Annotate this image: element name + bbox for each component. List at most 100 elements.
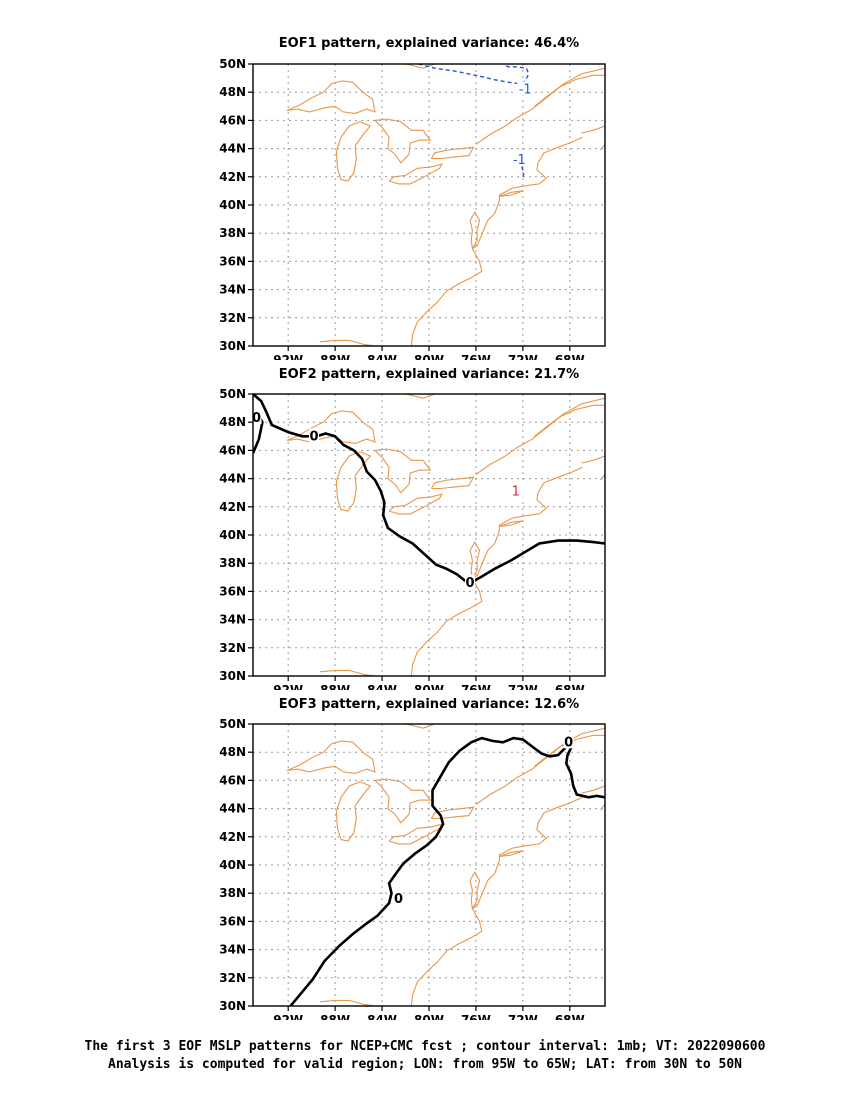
lat-tick-label: 38N [219, 886, 246, 900]
contour-label: -1 [513, 153, 526, 168]
lat-tick-label: 30N [219, 339, 246, 353]
lon-tick-label: 84W [367, 1013, 397, 1020]
coastline [599, 144, 605, 151]
lat-tick-label: 44N [219, 472, 246, 486]
eof2-panel: EOF2 pattern, explained variance: 21.7% … [0, 330, 850, 690]
coastline [405, 724, 436, 729]
coastline [499, 850, 524, 858]
contour-label: 0 [252, 411, 261, 426]
lat-tick-label: 48N [219, 415, 246, 429]
coastline [534, 397, 605, 437]
lat-tick-label: 38N [219, 226, 246, 240]
eof1-map: -1 -1 50N 48N 46N 44N 42N 40N 38N 36N 34N 32N 30N 92W… [219, 57, 606, 360]
lat-tick-label: 42N [219, 830, 246, 844]
coastline [319, 669, 377, 676]
lat-tick-label: 50N [219, 387, 246, 401]
lon-tick-label: 88W [320, 1013, 350, 1020]
contour-layer [289, 735, 605, 1006]
coastline [581, 125, 605, 134]
lon-tick-label: 76W [461, 1013, 491, 1020]
lat-tick-label: 42N [219, 500, 246, 514]
lon-tick-label: 72W [508, 353, 538, 360]
lon-tick-label: 76W [461, 353, 491, 360]
lat-tick-label: 34N [219, 613, 246, 627]
coastline [430, 146, 475, 160]
coastline [469, 540, 481, 579]
coastline [469, 870, 481, 909]
coastline [599, 804, 605, 811]
lat-tick-label: 42N [219, 170, 246, 184]
lon-tick-label: 92W [273, 353, 303, 360]
eof2-title: EOF2 pattern, explained variance: 21.7% [278, 367, 580, 382]
lat-tick-label: 50N [219, 717, 246, 731]
lat-tick-label: 32N [219, 971, 246, 985]
lat-tick-label: 36N [219, 254, 246, 268]
figure-caption: The first 3 EOF MSLP patterns for NCEP+C… [0, 1038, 850, 1074]
eof2-map: 0 0 0 1 50N 48N 46N 44N 42N 40N 38N 36N 34N 32N 30N 92W… [219, 387, 606, 690]
eof3-map: 0 0 50N 48N 46N 44N 42N 40N 38N 36N 34N 32N 30N 92W 88… [219, 717, 606, 1020]
lat-tick-label: 32N [219, 311, 246, 325]
eof1-title: EOF1 pattern, explained variance: 46.4% [278, 36, 580, 51]
lon-tick-label: 68W [555, 683, 585, 690]
lat-tick-label: 36N [219, 914, 246, 928]
zero-contour [289, 735, 605, 1006]
coastline [475, 74, 605, 145]
lon-tick-label: 68W [555, 353, 585, 360]
coastline [499, 190, 524, 198]
lat-tick-label: 30N [219, 999, 246, 1013]
coastline [374, 448, 432, 494]
coastline [335, 781, 372, 842]
lat-tick-label: 30N [219, 669, 246, 683]
coastline [286, 410, 376, 444]
lon-tick-label: 84W [367, 683, 397, 690]
coastline [430, 476, 475, 490]
contour-label: 0 [309, 429, 318, 444]
coastline-layer [286, 64, 605, 346]
lon-tick-label: 76W [461, 683, 491, 690]
coastline [286, 740, 376, 774]
coastline [475, 734, 605, 805]
caption-line-2: Analysis is computed for valid region; L… [108, 1057, 742, 1072]
lat-tick-label: 40N [219, 858, 246, 872]
lon-tick-label: 72W [508, 1013, 538, 1020]
lon-tick-label: 92W [273, 1013, 303, 1020]
eof3-title: EOF3 pattern, explained variance: 12.6% [278, 697, 580, 712]
caption-line-1: The first 3 EOF MSLP patterns for NCEP+C… [84, 1039, 766, 1054]
lon-tick-label: 80W [414, 353, 444, 360]
coastline [410, 796, 583, 1006]
coastline [335, 451, 372, 512]
contour-label: 1 [512, 484, 520, 499]
lat-tick-label: 46N [219, 443, 246, 457]
contour-label: -1 [519, 82, 532, 97]
lat-tick-label: 38N [219, 556, 246, 570]
coastline [374, 118, 432, 164]
coastline [335, 121, 372, 182]
grid-lines [253, 724, 605, 1006]
coastline [499, 520, 524, 528]
coastline [581, 785, 605, 794]
lat-tick-label: 34N [219, 943, 246, 957]
lat-tick-label: 46N [219, 773, 246, 787]
lat-tick-label: 36N [219, 584, 246, 598]
lat-tick-label: 48N [219, 85, 246, 99]
coastline [599, 474, 605, 481]
lon-tick-label: 68W [555, 1013, 585, 1020]
lon-tick-label: 88W [320, 353, 350, 360]
lon-tick-label: 72W [508, 683, 538, 690]
lat-tick-label: 44N [219, 802, 246, 816]
coastline [405, 64, 436, 69]
grid-lines [253, 64, 605, 346]
coastline [469, 210, 481, 249]
eof1-panel: EOF1 pattern, explained variance: 46.4% … [0, 0, 850, 360]
lon-tick-label: 92W [273, 683, 303, 690]
lon-tick-label: 84W [367, 353, 397, 360]
coastline [581, 455, 605, 464]
lat-tick-label: 44N [219, 142, 246, 156]
lat-tick-label: 40N [219, 198, 246, 212]
contour-label: 0 [466, 576, 475, 591]
eof3-panel: EOF3 pattern, explained variance: 12.6% … [0, 660, 850, 1020]
grid-lines [253, 394, 605, 676]
coastline [388, 163, 443, 185]
lon-tick-label: 80W [414, 683, 444, 690]
coastline [410, 136, 583, 346]
